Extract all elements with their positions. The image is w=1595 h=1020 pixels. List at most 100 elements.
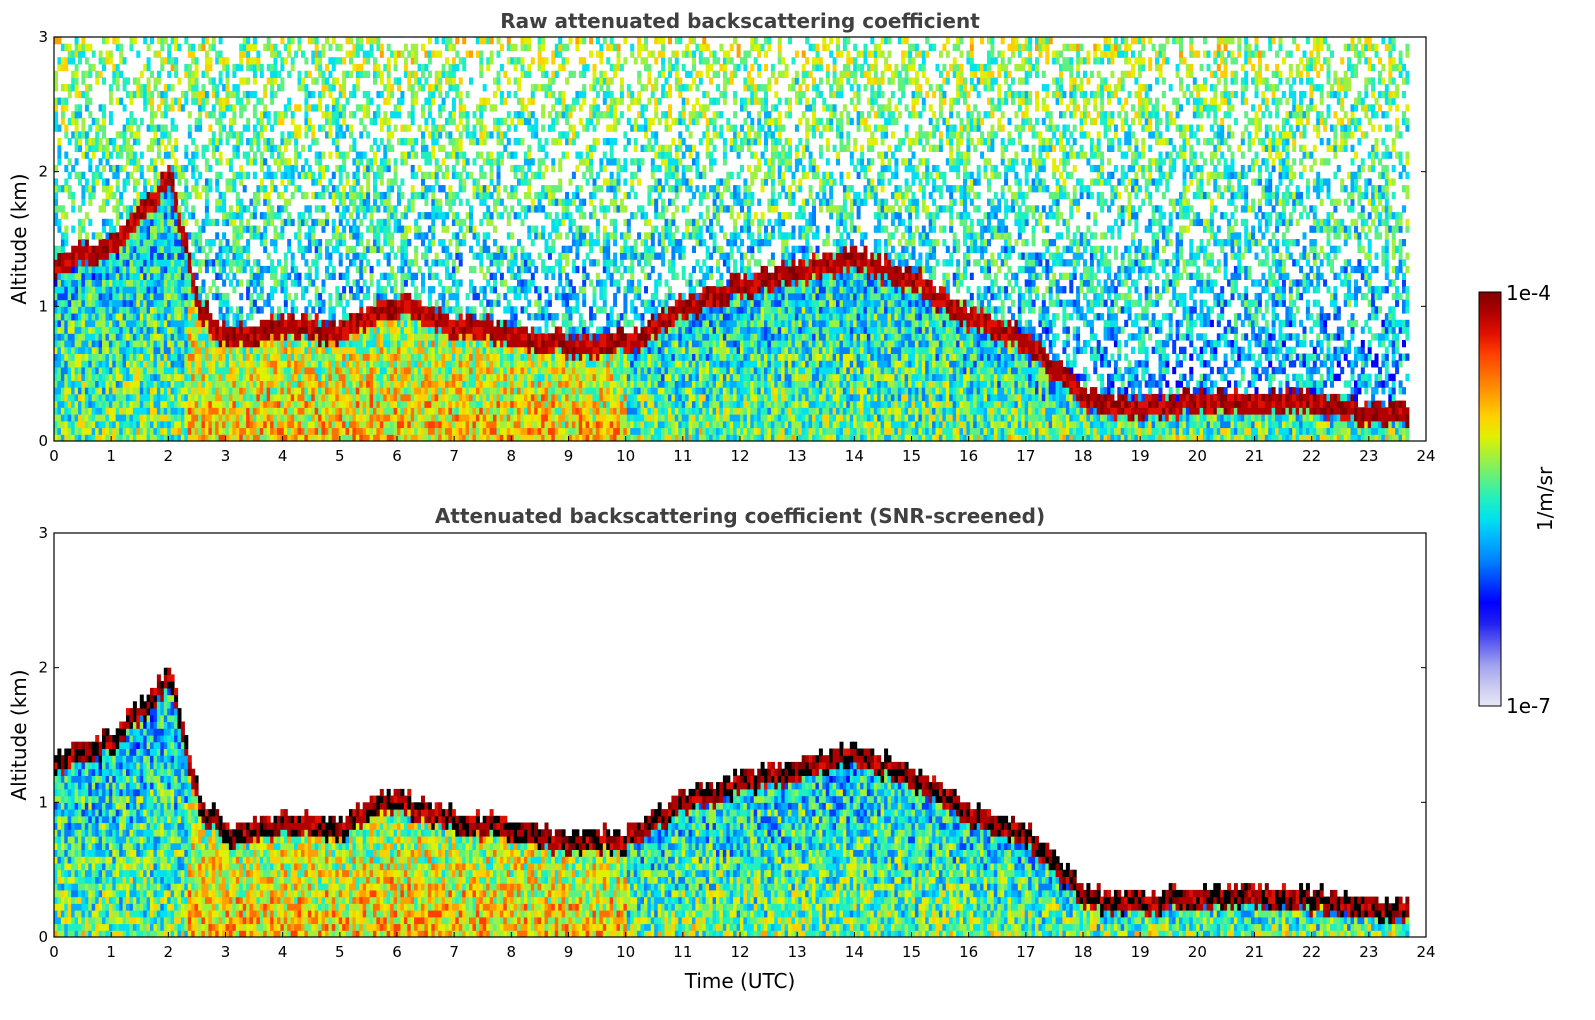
heatmap-cell: [191, 306, 196, 314]
heatmap-cell: [228, 185, 233, 193]
heatmap-cell: [256, 265, 261, 274]
heatmap-cell: [400, 306, 405, 314]
heatmap-cell: [81, 286, 86, 294]
heatmap-cell: [342, 232, 347, 240]
heatmap-cell: [215, 400, 220, 408]
heatmap-cell: [129, 333, 134, 341]
heatmap-cell: [355, 104, 360, 112]
heatmap-cell: [191, 414, 196, 422]
heatmap-cell: [122, 366, 127, 375]
heatmap-cell: [60, 272, 65, 280]
heatmap-cell: [407, 111, 412, 119]
heatmap-cell: [287, 420, 292, 429]
heatmap-cell: [414, 286, 419, 294]
heatmap-cell: [91, 185, 96, 193]
heatmap-cell: [184, 299, 189, 307]
heatmap-cell: [167, 306, 172, 314]
heatmap-cell: [421, 279, 425, 287]
heatmap-cell: [386, 225, 391, 233]
heatmap-cell: [438, 393, 443, 402]
heatmap-cell: [451, 319, 456, 328]
heatmap-cell: [318, 407, 323, 415]
heatmap-cell: [122, 205, 127, 213]
heatmap-cell: [438, 124, 443, 132]
heatmap-cell: [167, 164, 172, 173]
heatmap-cell: [64, 57, 69, 65]
heatmap-cell: [60, 346, 65, 354]
heatmap-cell: [376, 245, 381, 253]
heatmap-cell: [156, 434, 161, 441]
heatmap-cell: [427, 319, 432, 328]
heatmap-cell: [297, 124, 302, 132]
heatmap-cell: [54, 272, 58, 280]
heatmap-cell: [414, 427, 419, 435]
heatmap-cell: [277, 84, 281, 92]
heatmap-cell: [122, 292, 127, 301]
heatmap-cell: [225, 427, 230, 435]
heatmap-cell: [342, 366, 347, 375]
heatmap-cell: [74, 117, 79, 126]
heatmap-cell: [105, 272, 110, 280]
heatmap-cell: [294, 164, 299, 173]
heatmap-cell: [232, 380, 237, 388]
heatmap-cell: [187, 131, 192, 139]
heatmap-cell: [64, 306, 69, 314]
heatmap-cell: [67, 353, 72, 361]
heatmap-cell: [359, 70, 364, 78]
heatmap-cell: [386, 279, 391, 287]
heatmap-cell: [184, 400, 189, 408]
heatmap-cell: [228, 393, 233, 402]
heatmap-cell: [191, 212, 196, 220]
heatmap-cell: [304, 306, 309, 314]
heatmap-cell: [208, 245, 213, 253]
heatmap-cell: [431, 360, 436, 368]
heatmap-cell: [102, 373, 106, 381]
heatmap-cell: [177, 306, 182, 314]
heatmap-cell: [108, 420, 113, 429]
heatmap-cell: [424, 380, 429, 388]
heatmap-cell: [177, 434, 182, 441]
heatmap-cell: [397, 245, 401, 253]
heatmap-cell: [328, 346, 333, 354]
heatmap-cell: [163, 420, 168, 429]
heatmap-cell: [194, 57, 199, 65]
heatmap-cell: [115, 178, 120, 186]
heatmap-cell: [280, 272, 285, 280]
heatmap-cell: [60, 286, 65, 294]
heatmap-cell: [225, 252, 230, 260]
heatmap-cell: [60, 373, 65, 381]
heatmap-cell: [386, 252, 391, 260]
heatmap-cell: [290, 252, 295, 260]
heatmap-cell: [122, 144, 127, 152]
heatmap-cell: [204, 218, 209, 227]
heatmap-cell: [81, 191, 86, 200]
heatmap-cell: [414, 393, 419, 402]
heatmap-cell: [105, 353, 110, 361]
heatmap-cell: [150, 90, 154, 99]
heatmap-cell: [386, 198, 391, 206]
heatmap-cell: [441, 97, 446, 105]
heatmap-cell: [218, 138, 223, 146]
heatmap-cell: [359, 191, 364, 200]
heatmap-cell: [266, 292, 271, 301]
heatmap-cell: [187, 407, 192, 415]
heatmap-cell: [180, 171, 185, 179]
heatmap-cell: [249, 434, 254, 441]
heatmap-cell: [235, 151, 240, 159]
heatmap-cell: [386, 205, 391, 213]
heatmap-cell: [122, 420, 127, 429]
heatmap-cell: [105, 151, 110, 159]
heatmap-cell: [208, 373, 213, 381]
heatmap-cell: [424, 117, 429, 126]
heatmap-cell: [102, 164, 106, 173]
heatmap-cell: [246, 171, 251, 179]
heatmap-cell: [321, 299, 326, 307]
heatmap-cell: [228, 306, 233, 314]
heatmap-cell: [314, 340, 319, 348]
heatmap-cell: [98, 57, 103, 65]
heatmap-cell: [287, 43, 292, 51]
heatmap-cell: [136, 259, 141, 267]
heatmap-cell: [242, 427, 247, 435]
heatmap-cell: [194, 400, 199, 408]
heatmap-cell: [434, 158, 439, 166]
